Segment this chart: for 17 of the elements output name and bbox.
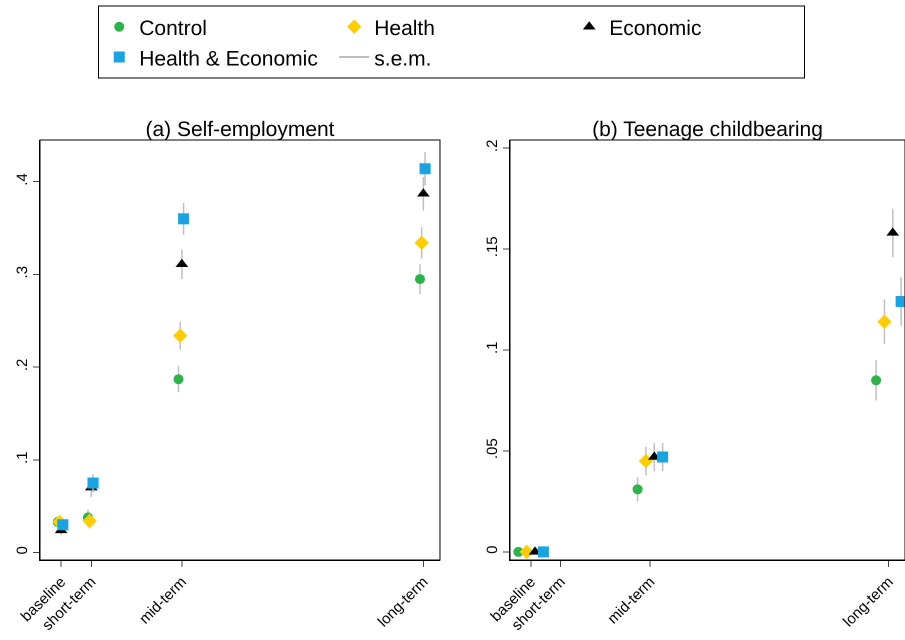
- y-tick-label: .3: [14, 266, 31, 278]
- chart-title: (a) Self-employment: [145, 118, 335, 141]
- y-tick-label: .2: [484, 140, 501, 152]
- y-tick-label: .2: [14, 358, 31, 372]
- y-tick-label: .1: [484, 341, 501, 354]
- y-tick-label: .05: [484, 438, 501, 460]
- legend-label: Control: [139, 16, 207, 40]
- legend-label: Health: [374, 16, 435, 40]
- legend-label: s.e.m.: [374, 47, 432, 70]
- legend-label: Health & Economic: [139, 47, 318, 70]
- chart-title: (b) Teenage childbearing: [592, 118, 823, 141]
- y-tick-label: 0: [14, 546, 31, 554]
- legend-label: Economic: [609, 16, 702, 40]
- y-tick-label: .1: [14, 451, 31, 464]
- y-tick-label: .15: [484, 236, 501, 258]
- y-tick-label: .4: [14, 173, 31, 186]
- y-tick-label: 0: [484, 546, 501, 554]
